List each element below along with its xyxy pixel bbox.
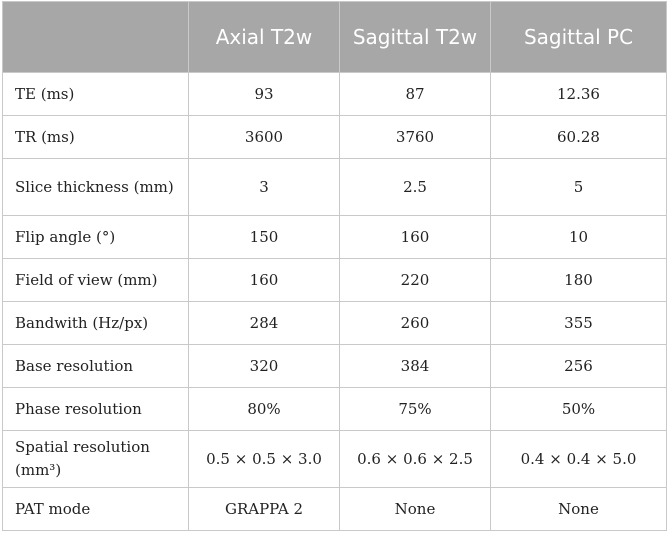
table-cell: 160 <box>339 215 491 259</box>
table-row: TR (ms) 3600 3760 60.28 <box>2 115 667 159</box>
table-cell: 75% <box>339 387 491 431</box>
table-cell: 93 <box>188 72 340 116</box>
table-cell: 220 <box>339 258 491 302</box>
table-cell: 355 <box>490 301 667 345</box>
table-row: Slice thickness (mm) 3 2.5 5 <box>2 158 667 216</box>
table-cell: 3 <box>188 158 340 216</box>
table-cell: 87 <box>339 72 491 116</box>
table-cell: 80% <box>188 387 340 431</box>
table-cell: 0.6 × 0.6 × 2.5 <box>339 430 491 488</box>
table-row: Flip angle (°) 150 160 10 <box>2 215 667 259</box>
row-label: Base resolution <box>2 344 189 388</box>
header-row: Axial T2w Sagittal T2w Sagittal PC <box>2 1 667 73</box>
row-label: Spatial resolution (mm³) <box>2 430 189 488</box>
row-label: Slice thickness (mm) <box>2 158 189 216</box>
row-label: TE (ms) <box>2 72 189 116</box>
table-cell: 320 <box>188 344 340 388</box>
table-row: TE (ms) 93 87 12.36 <box>2 72 667 116</box>
table-row: PAT mode GRAPPA 2 None None <box>2 487 667 531</box>
row-label: Flip angle (°) <box>2 215 189 259</box>
table-cell: 3600 <box>188 115 340 159</box>
table-row: Field of view (mm) 160 220 180 <box>2 258 667 302</box>
table-cell: 150 <box>188 215 340 259</box>
row-label: Bandwith (Hz/px) <box>2 301 189 345</box>
table-cell: 284 <box>188 301 340 345</box>
table-cell: 0.5 × 0.5 × 3.0 <box>188 430 340 488</box>
table-cell: 10 <box>490 215 667 259</box>
row-label: Phase resolution <box>2 387 189 431</box>
table-cell: 2.5 <box>339 158 491 216</box>
table-cell: 60.28 <box>490 115 667 159</box>
table-cell: 260 <box>339 301 491 345</box>
table-row: Base resolution 320 384 256 <box>2 344 667 388</box>
table-row: Spatial resolution (mm³) 0.5 × 0.5 × 3.0… <box>2 430 667 488</box>
header-cell-sagittal-t2w: Sagittal T2w <box>339 1 491 73</box>
table-row: Bandwith (Hz/px) 284 260 355 <box>2 301 667 345</box>
table-cell: 5 <box>490 158 667 216</box>
header-cell-empty <box>2 1 189 73</box>
table-cell: 50% <box>490 387 667 431</box>
table-cell: None <box>339 487 491 531</box>
header-cell-sagittal-pc: Sagittal PC <box>490 1 667 73</box>
table-cell: 3760 <box>339 115 491 159</box>
table-cell: GRAPPA 2 <box>188 487 340 531</box>
table-cell: None <box>490 487 667 531</box>
row-label: PAT mode <box>2 487 189 531</box>
table-cell: 180 <box>490 258 667 302</box>
table-cell: 0.4 × 0.4 × 5.0 <box>490 430 667 488</box>
row-label: TR (ms) <box>2 115 189 159</box>
table-cell: 160 <box>188 258 340 302</box>
mri-parameters-table: Axial T2w Sagittal T2w Sagittal PC TE (m… <box>2 1 667 531</box>
row-label: Field of view (mm) <box>2 258 189 302</box>
table-cell: 12.36 <box>490 72 667 116</box>
table-cell: 256 <box>490 344 667 388</box>
header-cell-axial-t2w: Axial T2w <box>188 1 340 73</box>
table-cell: 384 <box>339 344 491 388</box>
table-row: Phase resolution 80% 75% 50% <box>2 387 667 431</box>
